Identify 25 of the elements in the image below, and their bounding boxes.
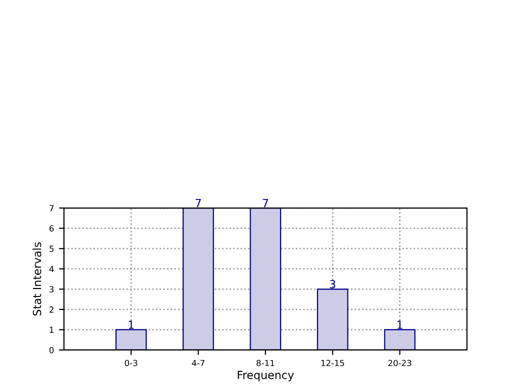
- x-axis-title: Frequency: [238, 370, 294, 382]
- bar: [115, 329, 147, 350]
- data-label: 3: [330, 280, 336, 288]
- x-tick-label: 0-3: [124, 360, 138, 366]
- y-axis-title: Stat Intervals: [32, 242, 42, 316]
- y-tick-label: 4: [49, 266, 54, 272]
- data-label: 7: [196, 199, 201, 208]
- y-tick-label: 3: [50, 286, 54, 292]
- bar: [316, 288, 348, 350]
- data-label: 1: [128, 320, 134, 329]
- y-tick-label: 6: [50, 225, 54, 232]
- x-tick-label: 4-7: [192, 360, 204, 366]
- bar: [182, 208, 214, 350]
- x-tick-label: 8-11: [256, 360, 274, 366]
- y-tick-label: 2: [50, 306, 54, 313]
- data-label: 7: [262, 199, 268, 208]
- y-tick-label: 7: [50, 205, 54, 212]
- y-tick-label: 5: [50, 246, 54, 252]
- bar: [384, 329, 416, 350]
- bar: [250, 208, 282, 350]
- y-tick-label: 0: [49, 346, 54, 354]
- x-tick-label: 20-23: [388, 360, 412, 366]
- x-tick-label: 12-15: [321, 360, 344, 366]
- y-tick-label: 1: [50, 326, 54, 333]
- data-label: 1: [397, 320, 402, 329]
